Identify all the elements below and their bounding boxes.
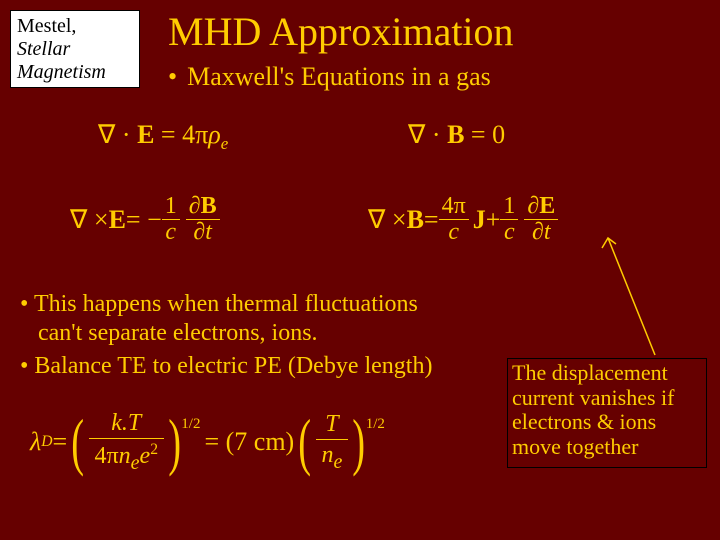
bullet-list-lower: This happens when thermal fluctuations c… bbox=[20, 290, 520, 384]
eq-curlE: ∇ × E = − 1c ∂B∂t bbox=[70, 194, 220, 245]
note-l4: move together bbox=[512, 434, 638, 459]
frac-debye-1: k.T 4πnee2 bbox=[89, 408, 164, 476]
frac-debye-2: T ne bbox=[316, 409, 349, 475]
bullet-maxwell-text: Maxwell's Equations in a gas bbox=[187, 62, 491, 91]
note-l2: current vanishes if bbox=[512, 385, 675, 410]
frac-1c: 1c bbox=[162, 194, 180, 245]
eq-debye-length: λD = ( k.T 4πnee2 ) 1/2 = (7 cm) ( T ne … bbox=[30, 408, 389, 476]
eq-divE: ∇ · E = 4πρe bbox=[98, 120, 228, 154]
bullet-balance: Balance TE to electric PE (Debye length) bbox=[20, 352, 520, 381]
bullet-dot: • bbox=[168, 62, 177, 91]
frac-dEdt: ∂E∂t bbox=[524, 194, 558, 245]
frac-4pic: 4πc bbox=[439, 194, 469, 245]
reference-author: Mestel, bbox=[17, 15, 76, 37]
frac-dBdt: ∂B∂t bbox=[186, 194, 220, 245]
exp-half-2: 1/2 bbox=[366, 416, 385, 433]
equation-row-2: ∇ × E = − 1c ∂B∂t ∇ × B = 4πc J + 1c ∂E∂… bbox=[0, 180, 720, 250]
lparen-1: ( bbox=[71, 410, 84, 474]
eq-curlB: ∇ × B = 4πc J + 1c ∂E∂t bbox=[368, 194, 558, 245]
eq-divB: ∇ · B = 0 bbox=[408, 120, 505, 150]
rparen-2: ) bbox=[353, 410, 366, 474]
frac-1c-2: 1c bbox=[500, 194, 518, 245]
exp-half-1: 1/2 bbox=[181, 416, 200, 433]
note-displacement-current: The displacement current vanishes if ele… bbox=[507, 358, 707, 468]
slide-title: MHD Approximation bbox=[168, 8, 514, 55]
reference-title-2: Magnetism bbox=[17, 61, 106, 83]
bullet-thermal: This happens when thermal fluctuations c… bbox=[20, 290, 520, 348]
reference-title-1: Stellar bbox=[17, 38, 70, 60]
bullet-maxwell: • Maxwell's Equations in a gas bbox=[168, 62, 491, 92]
reference-box: Mestel, Stellar Magnetism bbox=[10, 10, 140, 88]
rparen-1: ) bbox=[168, 410, 181, 474]
note-l3: electrons & ions bbox=[512, 409, 656, 434]
lparen-2: ( bbox=[298, 410, 311, 474]
equation-row-1: ∇ · E = 4πρe ∇ · B = 0 bbox=[0, 112, 720, 162]
note-l1: The displacement bbox=[512, 360, 668, 385]
